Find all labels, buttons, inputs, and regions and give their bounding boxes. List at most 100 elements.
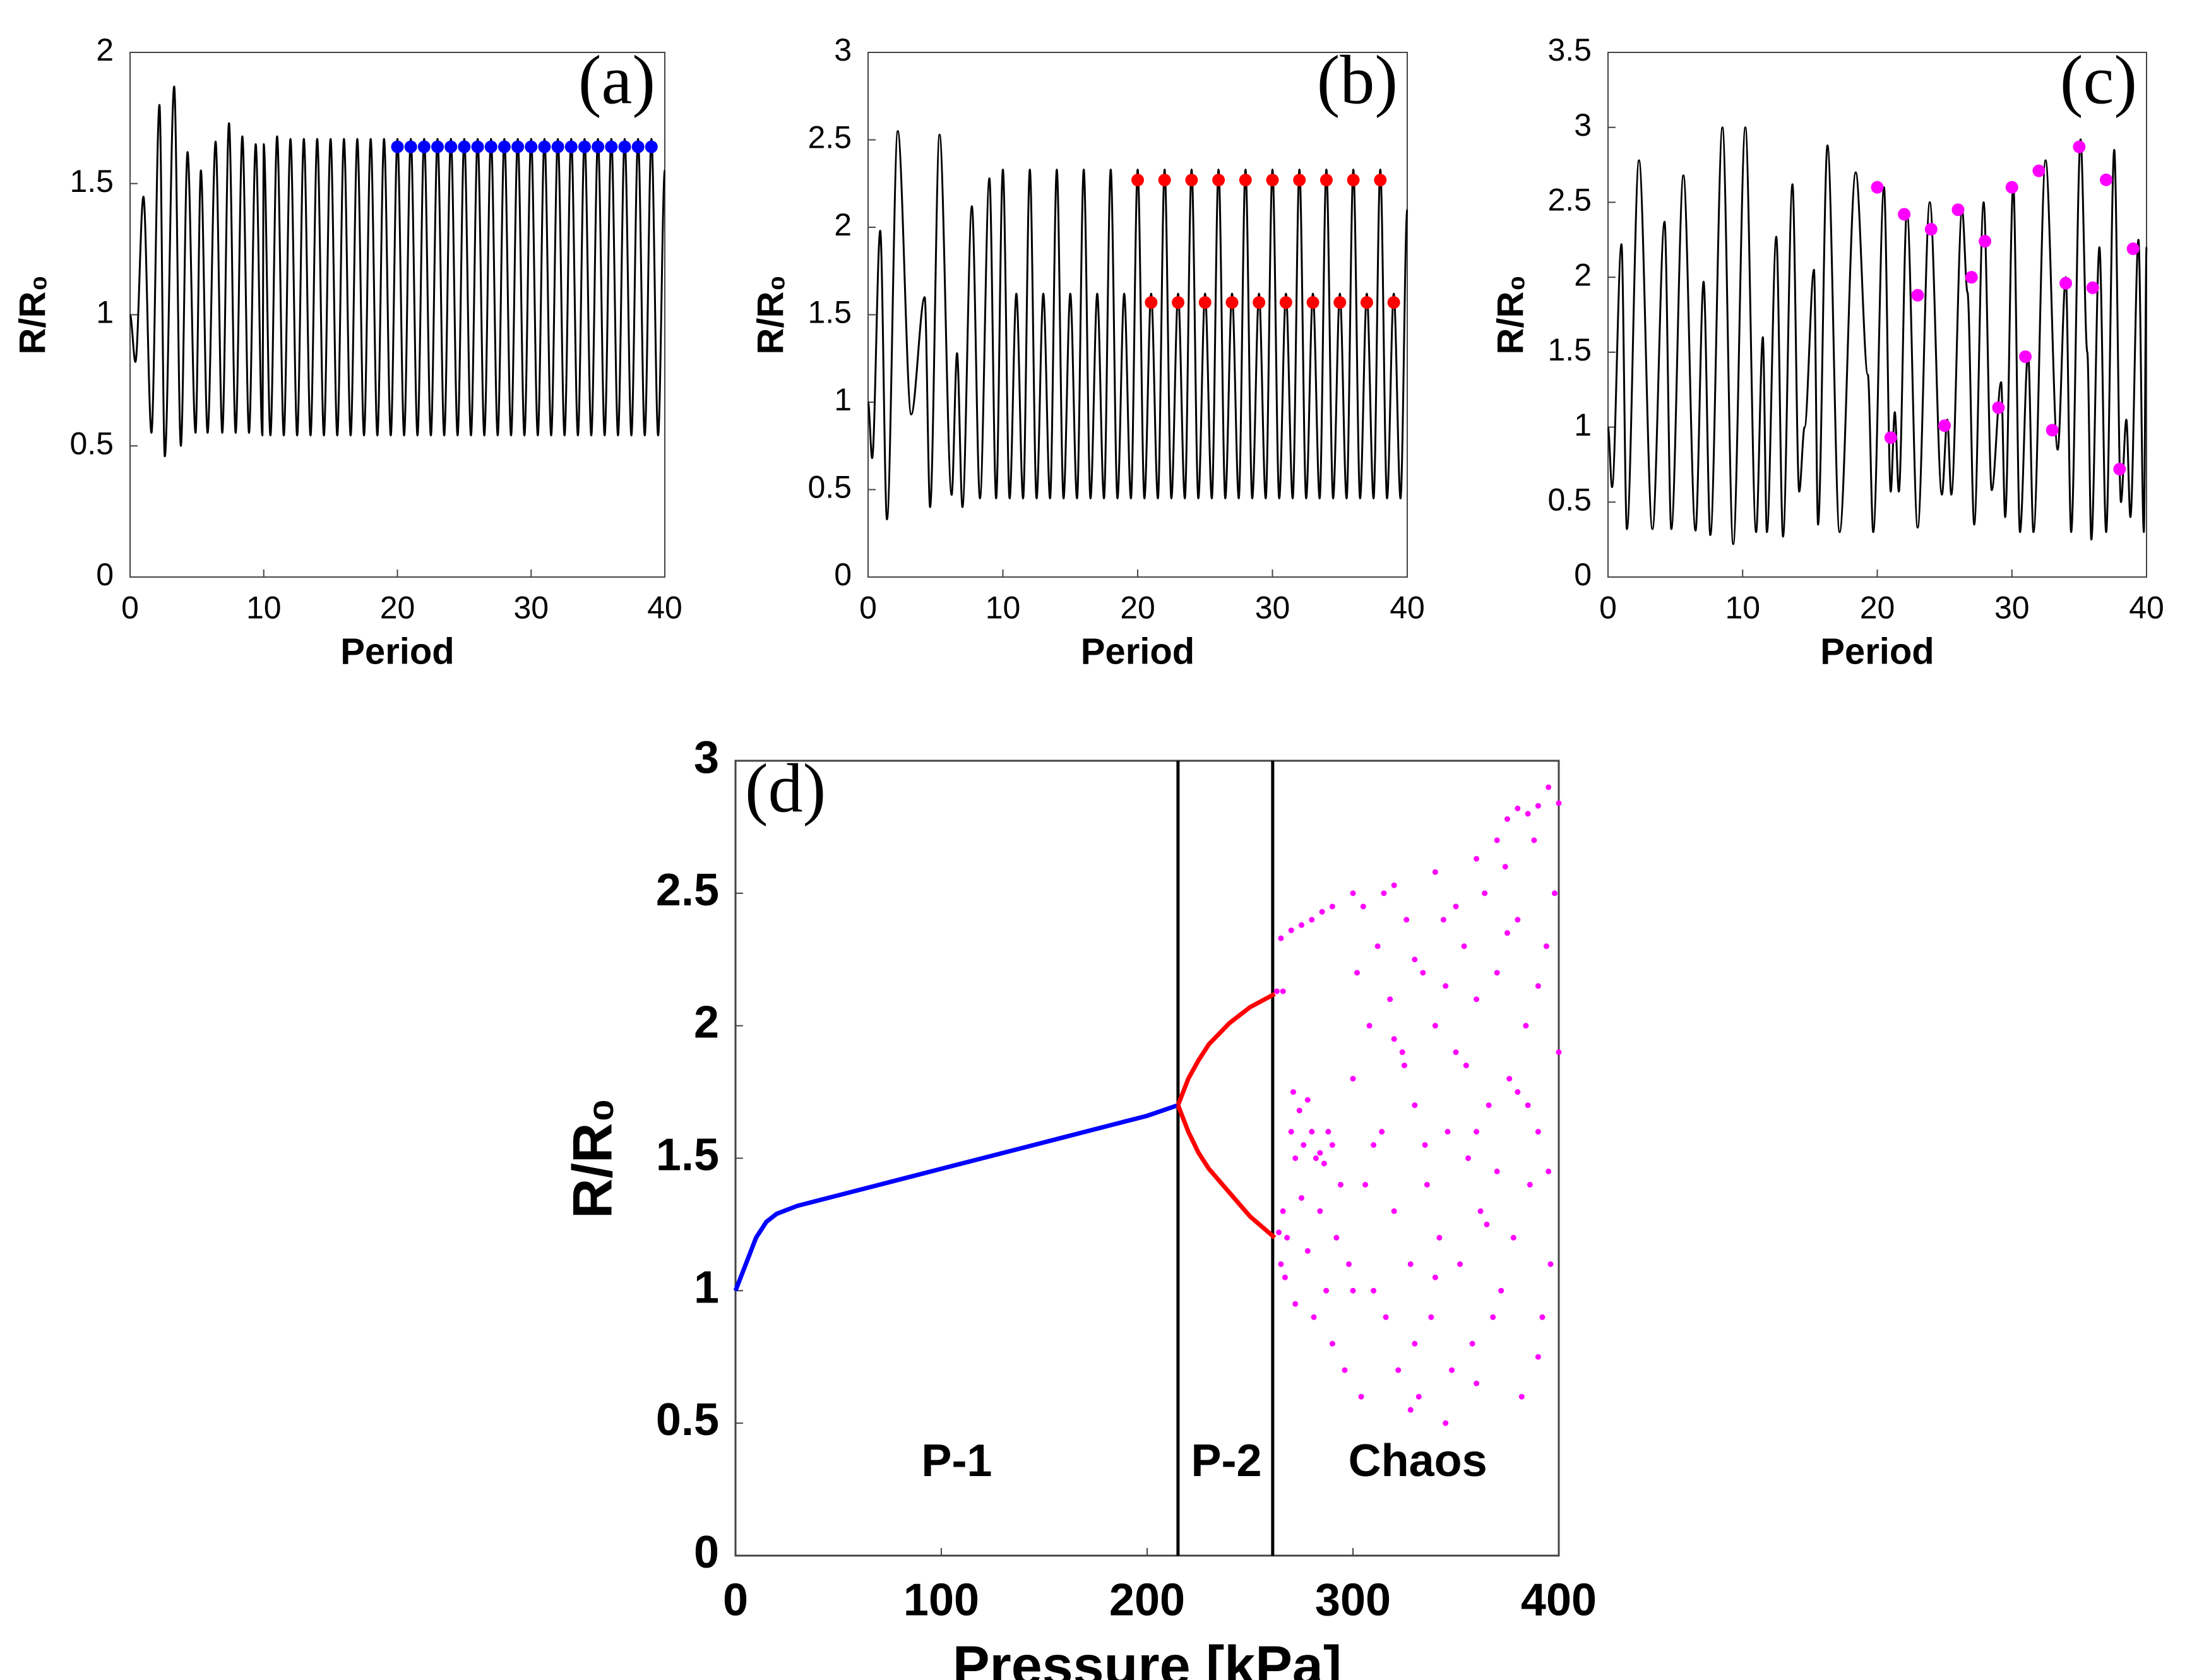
marker [1212, 174, 1225, 187]
marker [1979, 235, 1992, 248]
point [1282, 1274, 1288, 1280]
point [1304, 1248, 1311, 1254]
point [1525, 811, 1531, 817]
marker [2046, 424, 2059, 437]
y-axis-label: R/R₀ [561, 1098, 623, 1218]
point [1292, 1155, 1299, 1161]
y-tick-label: 3 [1574, 107, 1592, 143]
marker [618, 140, 631, 153]
branch [1176, 992, 1277, 1240]
point [1551, 890, 1558, 897]
point [1391, 1036, 1397, 1042]
point [1288, 927, 1294, 934]
y-tick-label: 0.5 [807, 470, 852, 505]
marker [431, 140, 444, 153]
marker [404, 140, 417, 153]
point [1504, 930, 1510, 936]
point [1366, 1023, 1373, 1029]
y-tick-label: 0 [1574, 557, 1592, 592]
point [1319, 909, 1325, 915]
x-tick-label: 10 [1725, 590, 1760, 626]
marker [1333, 296, 1347, 309]
x-tick-label: 20 [1120, 590, 1155, 626]
point [1482, 890, 1488, 897]
marker [2005, 181, 2018, 194]
y-tick-label: 1 [694, 1262, 719, 1313]
y-tick-label: 3 [694, 732, 719, 783]
plot-area [734, 760, 1560, 1557]
point [1299, 922, 1304, 928]
marker [511, 140, 525, 153]
marker [1279, 296, 1292, 309]
point [1432, 1274, 1438, 1280]
marker [2086, 281, 2099, 294]
marker [1884, 431, 1897, 444]
point [1292, 1301, 1299, 1307]
x-axis-label: Period [340, 631, 455, 672]
point [1415, 1393, 1422, 1400]
marker [2113, 463, 2126, 476]
point [1342, 1367, 1348, 1373]
marker [551, 140, 564, 153]
point [1273, 988, 1280, 994]
point [1543, 943, 1549, 950]
point [1345, 1261, 1352, 1267]
point [1424, 1181, 1430, 1188]
marker [538, 140, 551, 153]
point [1284, 1234, 1290, 1241]
y-tick-label: 1.5 [1547, 332, 1592, 367]
marker [1347, 174, 1360, 187]
point [1469, 1340, 1475, 1347]
point [1515, 1089, 1521, 1095]
y-tick-label: 1.5 [807, 295, 852, 330]
point [1518, 1393, 1525, 1400]
point [1504, 816, 1510, 822]
x-tick-label: 10 [986, 590, 1021, 626]
x-tick-label: 0 [723, 1575, 748, 1626]
point [1333, 1234, 1340, 1241]
point [1288, 1129, 1294, 1135]
point [1350, 1076, 1356, 1082]
point [1436, 1234, 1443, 1241]
point [1381, 890, 1387, 897]
point [1428, 1314, 1434, 1320]
y-tick-label: 0 [834, 557, 852, 592]
point [1531, 837, 1537, 843]
y-tick-label: 2 [834, 207, 852, 242]
point [1329, 903, 1335, 910]
point [1412, 1102, 1418, 1109]
marker [1387, 296, 1400, 309]
point [1371, 1142, 1377, 1148]
x-axis-label: Period [1820, 631, 1934, 672]
point [1407, 1407, 1414, 1413]
curve [129, 85, 666, 458]
marker [1145, 296, 1158, 309]
marker [1185, 174, 1198, 187]
point [1539, 1314, 1546, 1320]
point [1309, 1129, 1315, 1135]
y-tick-label: 0 [694, 1527, 719, 1578]
point [1546, 784, 1552, 790]
point [1535, 1354, 1541, 1360]
marker [645, 140, 658, 153]
point [1350, 890, 1356, 897]
marker [1131, 174, 1144, 187]
marker [1319, 174, 1333, 187]
marker [1951, 203, 1965, 217]
point [1494, 1168, 1500, 1174]
point [1465, 1155, 1472, 1161]
x-tick-label: 300 [1315, 1575, 1391, 1626]
point [1309, 917, 1315, 923]
y-tick-label: 2 [96, 32, 114, 68]
point [1391, 1208, 1397, 1214]
point [1278, 935, 1284, 941]
point [1463, 1063, 1469, 1069]
x-tick-label: 20 [1860, 590, 1895, 626]
y-tick-label: 3.5 [1547, 32, 1592, 68]
point [1311, 1314, 1317, 1320]
region-label: P-2 [1191, 1436, 1261, 1486]
point [1412, 956, 1418, 963]
point [1350, 1287, 1356, 1294]
x-tick-label: 40 [647, 590, 682, 626]
marker [1360, 296, 1373, 309]
